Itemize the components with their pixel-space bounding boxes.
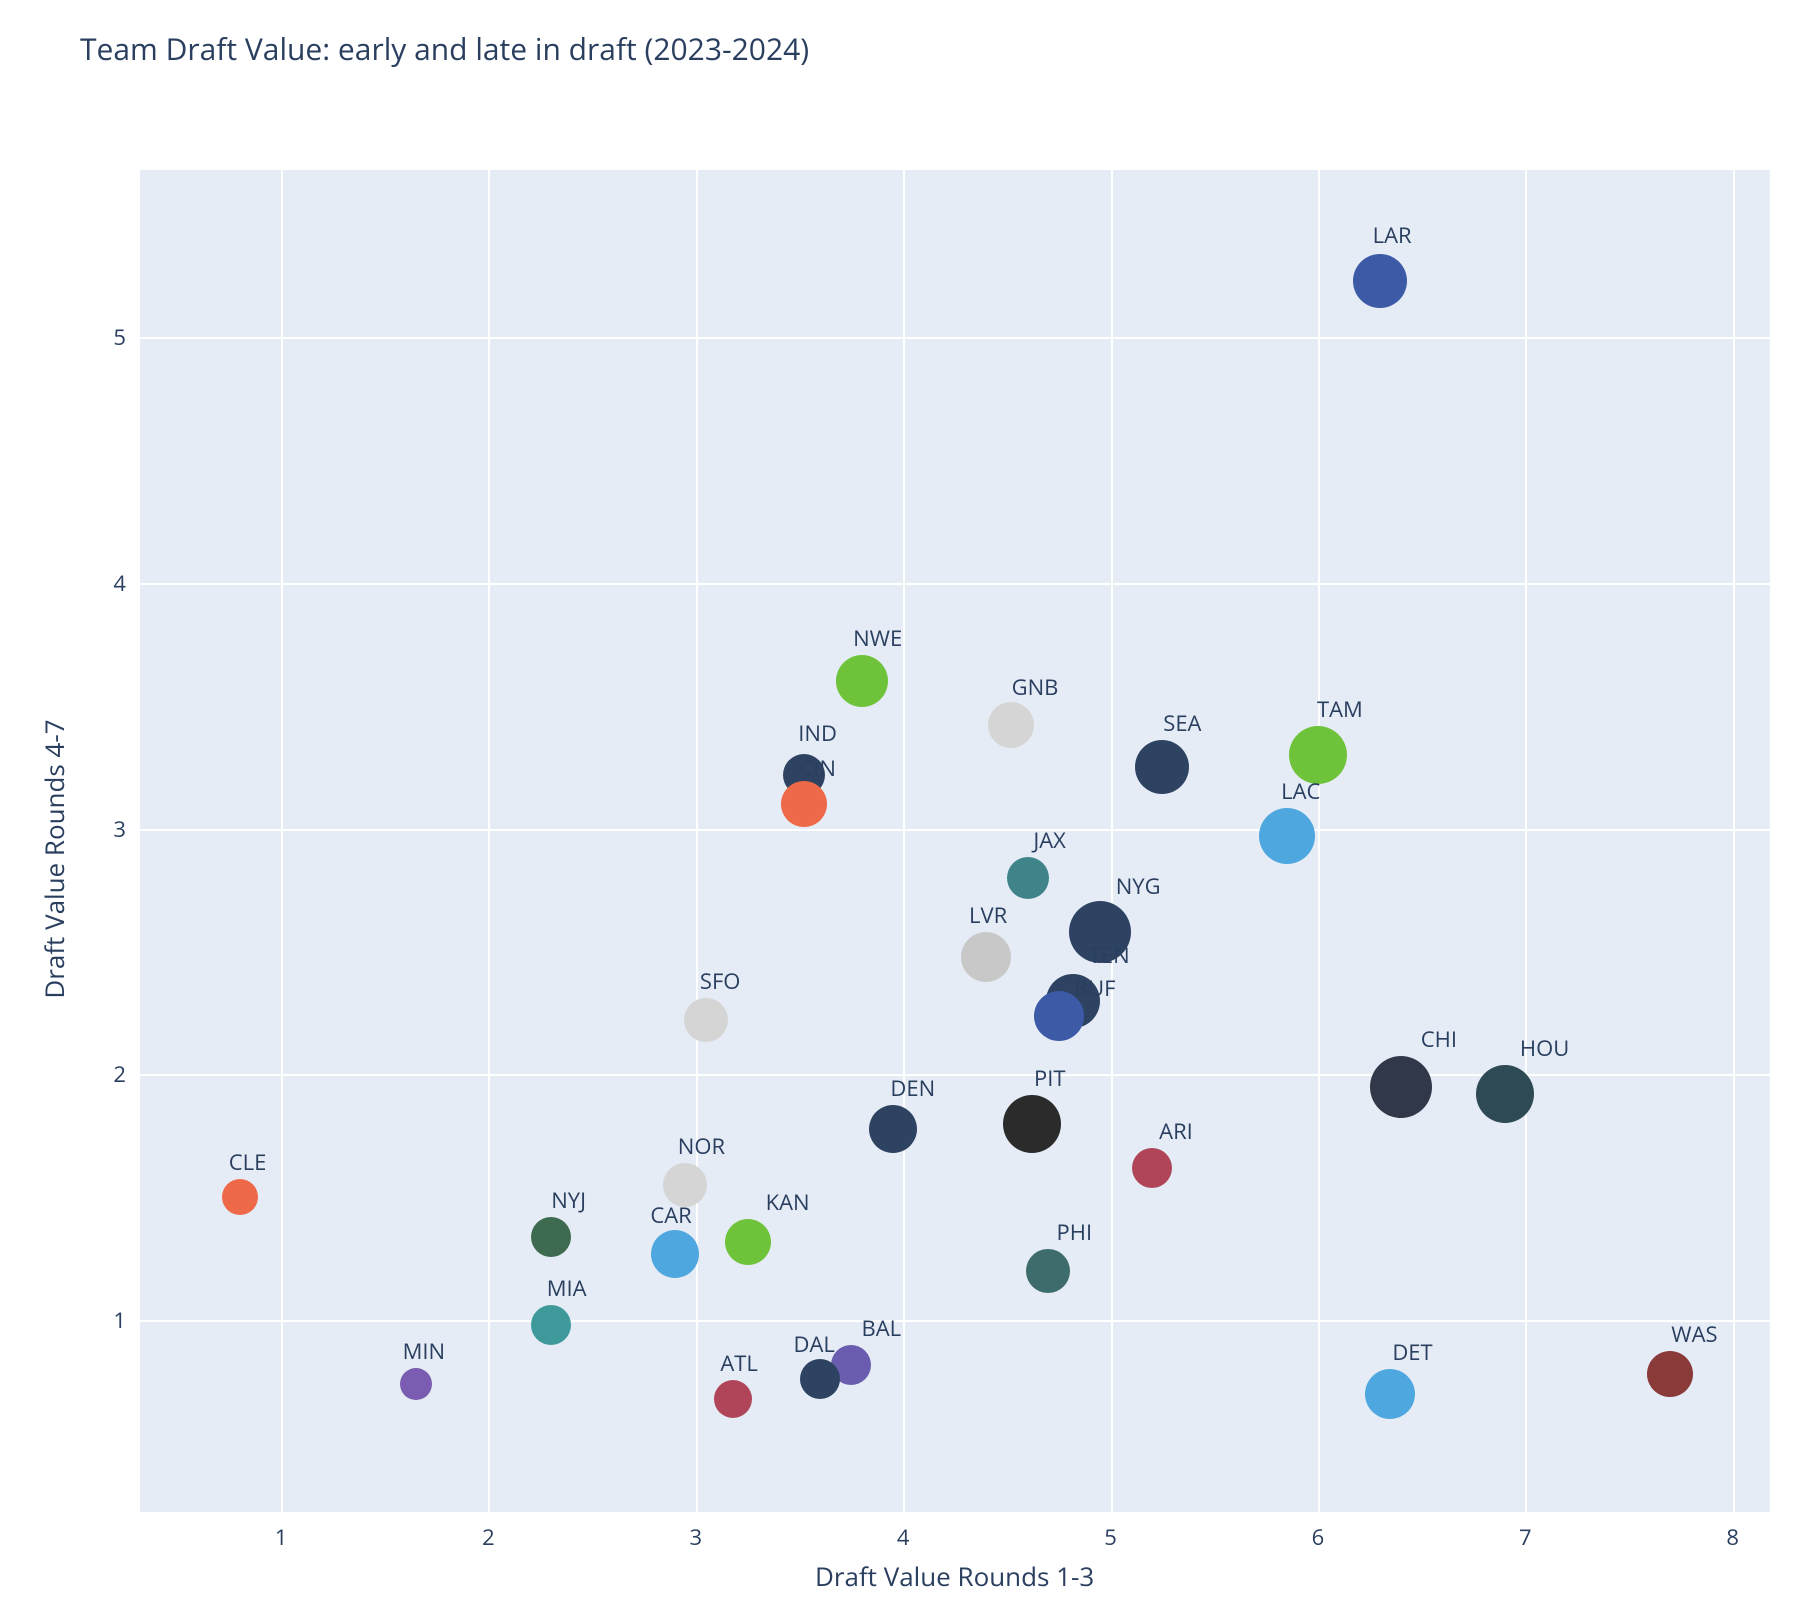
scatter-marker-label: ARI — [1159, 1116, 1193, 1146]
scatter-marker-label: ATL — [720, 1348, 758, 1378]
scatter-marker-label: DAL — [794, 1329, 835, 1359]
scatter-marker[interactable] — [869, 1105, 917, 1153]
y-tick-label: 2 — [113, 1059, 126, 1089]
scatter-marker[interactable] — [781, 781, 827, 827]
chart-title: Team Draft Value: early and late in draf… — [80, 28, 809, 69]
chart-container: Team Draft Value: early and late in draf… — [0, 0, 1810, 1602]
scatter-marker[interactable] — [1353, 254, 1407, 308]
x-tick-label: 8 — [1726, 1522, 1739, 1552]
scatter-marker[interactable] — [1370, 1056, 1432, 1118]
x-gridline — [488, 170, 490, 1512]
scatter-marker-label: JAX — [1033, 825, 1066, 855]
scatter-marker-label: CHI — [1421, 1024, 1457, 1054]
scatter-marker[interactable] — [1365, 1369, 1415, 1419]
scatter-marker-label: SEA — [1163, 708, 1201, 738]
x-tick-label: 6 — [1312, 1522, 1325, 1552]
scatter-marker[interactable] — [684, 998, 728, 1042]
scatter-marker[interactable] — [1476, 1065, 1534, 1123]
scatter-marker-label: LAR — [1373, 220, 1412, 250]
plot-area: LAR NWE GNB TAM SEA IND CIN LAC JAX NYG LVR TENBUF S… — [140, 170, 1770, 1512]
y-axis-title: Draft Value Rounds 4-7 — [36, 719, 72, 998]
scatter-marker-label: HOU — [1520, 1033, 1569, 1063]
scatter-marker[interactable] — [1026, 1249, 1070, 1293]
scatter-marker-label: PHI — [1057, 1217, 1093, 1247]
scatter-marker-label: NWE — [853, 623, 902, 653]
x-gridline — [1111, 170, 1113, 1512]
scatter-marker-label: MIN — [403, 1336, 446, 1366]
scatter-marker[interactable] — [531, 1305, 571, 1345]
scatter-marker-label: NOR — [678, 1131, 725, 1161]
scatter-marker[interactable] — [988, 702, 1034, 748]
scatter-marker-label: BUF — [1074, 973, 1116, 1003]
scatter-marker[interactable] — [1132, 1148, 1172, 1188]
scatter-marker-label: NYG — [1116, 871, 1161, 901]
x-axis-title: Draft Value Rounds 1-3 — [815, 1558, 1094, 1594]
scatter-marker-label: WAS — [1671, 1319, 1717, 1349]
scatter-marker-label: DEN — [890, 1073, 935, 1103]
x-tick-label: 4 — [897, 1522, 910, 1552]
scatter-marker-label: CIN — [799, 753, 836, 783]
x-gridline — [1318, 170, 1320, 1512]
scatter-marker[interactable] — [651, 1230, 699, 1278]
scatter-marker-label: MIA — [547, 1273, 587, 1303]
y-tick-label: 3 — [113, 814, 126, 844]
scatter-marker[interactable] — [800, 1359, 840, 1399]
x-tick-label: 1 — [275, 1522, 288, 1552]
scatter-marker-label: SFO — [700, 966, 741, 996]
scatter-marker[interactable] — [1135, 740, 1189, 794]
scatter-marker-label: LAC — [1281, 776, 1320, 806]
scatter-marker[interactable] — [1259, 808, 1315, 864]
scatter-marker-label: BAL — [861, 1313, 901, 1343]
y-tick-label: 1 — [113, 1305, 126, 1335]
scatter-marker[interactable] — [725, 1219, 771, 1265]
scatter-marker[interactable] — [531, 1217, 571, 1257]
y-gridline — [140, 1320, 1770, 1322]
scatter-marker-label: DET — [1392, 1337, 1432, 1367]
scatter-marker-label: PIT — [1034, 1063, 1066, 1093]
scatter-marker-label: CLE — [229, 1147, 267, 1177]
scatter-marker-label: GNB — [1012, 672, 1059, 702]
scatter-marker[interactable] — [1647, 1351, 1693, 1397]
y-gridline — [140, 583, 1770, 585]
scatter-marker-label: TAM — [1317, 694, 1363, 724]
scatter-marker-label: LVR — [969, 900, 1007, 930]
scatter-marker-label: CAR — [650, 1200, 691, 1230]
scatter-marker-label: TEN — [1089, 940, 1130, 970]
scatter-marker[interactable] — [836, 655, 888, 707]
x-gridline — [281, 170, 283, 1512]
scatter-marker[interactable] — [400, 1368, 432, 1400]
scatter-marker[interactable] — [714, 1380, 752, 1418]
scatter-marker[interactable] — [1007, 857, 1049, 899]
scatter-marker[interactable] — [1003, 1095, 1061, 1153]
y-tick-label: 5 — [113, 322, 126, 352]
scatter-marker-label: KAN — [766, 1187, 810, 1217]
x-gridline — [1525, 170, 1527, 1512]
x-tick-label: 2 — [482, 1522, 495, 1552]
x-gridline — [903, 170, 905, 1512]
x-tick-label: 7 — [1519, 1522, 1532, 1552]
scatter-marker[interactable] — [222, 1179, 258, 1215]
x-tick-label: 5 — [1104, 1522, 1117, 1552]
x-gridline — [1733, 170, 1735, 1512]
y-gridline — [140, 829, 1770, 831]
x-gridline — [696, 170, 698, 1512]
scatter-marker-label: IND — [798, 718, 837, 748]
y-tick-label: 4 — [113, 568, 126, 598]
scatter-marker-label: NYJ — [551, 1185, 586, 1215]
scatter-marker[interactable] — [961, 932, 1011, 982]
y-gridline — [140, 337, 1770, 339]
x-tick-label: 3 — [689, 1522, 702, 1552]
